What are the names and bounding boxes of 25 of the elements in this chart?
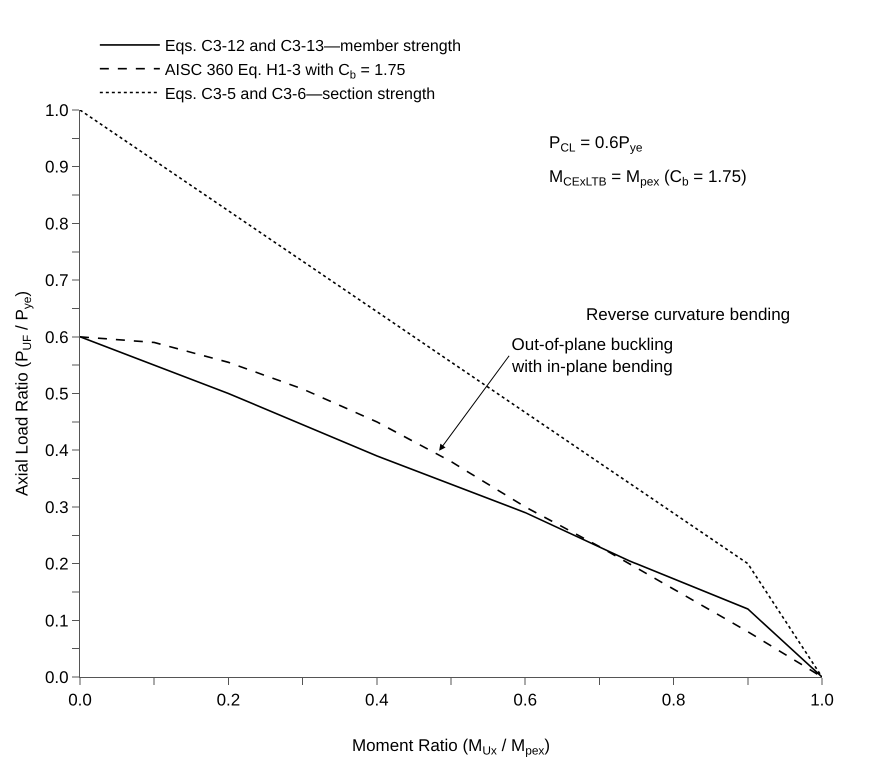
x-tick-label: 0.6 [513,690,538,710]
x-tick-label: 0.4 [364,690,389,710]
x-tick-label: 0.8 [662,690,686,710]
x-axis-title: Moment Ratio (M$_{Ux}$ / M$_{pex}$) [352,736,550,758]
legend-label: Eqs. C3-12 and C3-13—member strength [164,38,461,56]
x-tick-label: 0.2 [216,690,240,710]
legend-label: Eqs. C3-5 and C3-6—section strength [164,86,436,103]
y-tick-label: 0.6 [44,328,69,347]
x-tick-label: 0.0 [68,690,92,710]
x-tick-label: 1.0 [810,690,834,710]
y-tick-label: 0.4 [44,441,69,460]
legend-label: AISC 360 Eq. H1-3 with C$_{b}$ = 1.75 [164,62,406,82]
annotation: P$_{CL}$ = 0.6P$_{ye}$ [549,133,643,155]
annotation: Reverse curvature bending [586,305,790,324]
y-tick-label: 0.1 [44,611,69,630]
y-tick-label: 1.0 [44,100,69,120]
y-tick-label: 0.7 [44,271,69,290]
y-tick-label: 0.0 [44,668,69,687]
y-tick-label: 0.5 [44,384,69,404]
annotation: Out-of-plane buckling with in-plane bending [511,335,674,376]
y-tick-label: 0.3 [44,498,69,517]
y-tick-label: 0.2 [44,554,69,574]
annotation: M$_{CExLTB}$ = M$_{pex}$ (C$_{b}$ = 1.75) [549,167,747,189]
y-tick-label: 0.8 [44,214,69,234]
y-tick-label: 0.9 [44,158,69,177]
